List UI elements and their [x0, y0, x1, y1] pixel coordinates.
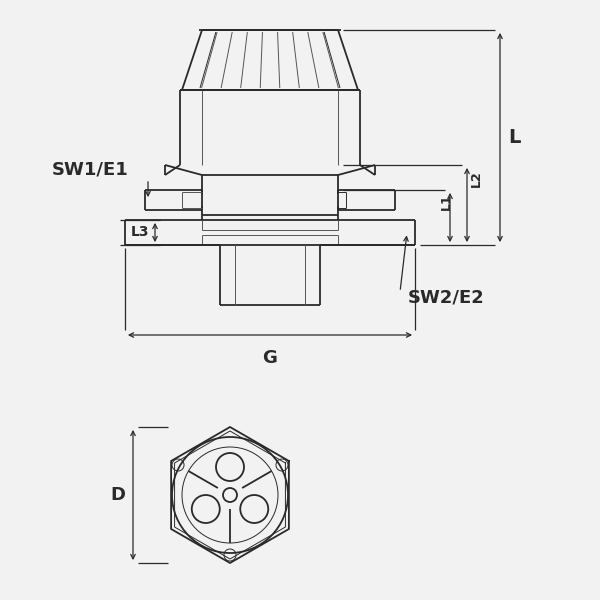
Text: SW1/E1: SW1/E1 — [52, 161, 129, 179]
Text: SW2/E2: SW2/E2 — [408, 289, 485, 307]
Text: L1: L1 — [440, 193, 453, 210]
Text: G: G — [263, 349, 277, 367]
Text: L2: L2 — [470, 170, 483, 187]
Text: L3: L3 — [131, 226, 149, 239]
Text: L: L — [508, 128, 520, 147]
Text: D: D — [110, 486, 125, 504]
